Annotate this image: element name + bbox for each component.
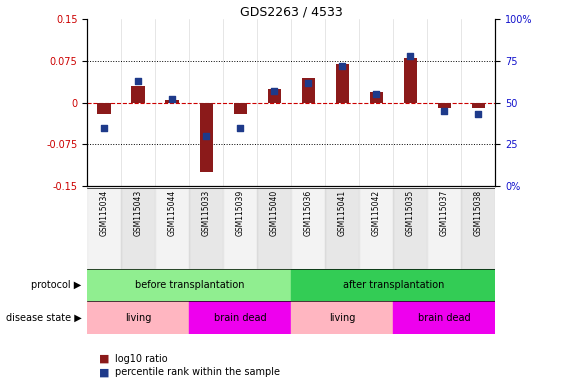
Bar <box>87 188 121 269</box>
Bar <box>427 188 462 269</box>
Bar <box>437 103 451 108</box>
Point <box>474 111 483 118</box>
Text: GSM115039: GSM115039 <box>236 190 245 236</box>
Bar <box>234 103 247 114</box>
Bar <box>292 269 495 301</box>
Text: GSM115035: GSM115035 <box>406 190 415 236</box>
Text: GSM115043: GSM115043 <box>134 190 143 236</box>
Bar <box>336 64 349 103</box>
Bar <box>404 58 417 103</box>
Bar <box>87 301 189 334</box>
Text: percentile rank within the sample: percentile rank within the sample <box>115 367 280 377</box>
Bar <box>224 188 257 269</box>
Text: GSM115041: GSM115041 <box>338 190 347 236</box>
Bar <box>302 78 315 103</box>
Bar <box>369 92 383 103</box>
Bar <box>359 188 394 269</box>
Point <box>270 88 279 94</box>
Text: GSM115042: GSM115042 <box>372 190 381 236</box>
Bar <box>132 86 145 103</box>
Bar <box>267 89 281 103</box>
Text: log10 ratio: log10 ratio <box>115 354 168 364</box>
Text: disease state ▶: disease state ▶ <box>6 313 82 323</box>
Bar <box>166 100 179 103</box>
Point <box>406 53 415 59</box>
Bar <box>472 103 485 108</box>
Point <box>338 63 347 69</box>
Bar <box>189 188 224 269</box>
Bar <box>394 188 427 269</box>
Point <box>168 96 177 103</box>
Point <box>304 79 313 86</box>
Bar <box>189 301 292 334</box>
Text: brain dead: brain dead <box>214 313 267 323</box>
Text: GSM115038: GSM115038 <box>474 190 483 236</box>
Point <box>440 108 449 114</box>
Bar <box>97 103 111 114</box>
Text: living: living <box>329 313 356 323</box>
Text: ■: ■ <box>99 354 109 364</box>
Text: GSM115044: GSM115044 <box>168 190 177 236</box>
Title: GDS2263 / 4533: GDS2263 / 4533 <box>240 5 343 18</box>
Bar <box>199 103 213 172</box>
Bar <box>325 188 359 269</box>
Text: after transplantation: after transplantation <box>343 280 444 290</box>
Bar <box>87 269 292 301</box>
Text: brain dead: brain dead <box>418 313 471 323</box>
Point <box>372 91 381 98</box>
Point <box>202 133 211 139</box>
Text: GSM115040: GSM115040 <box>270 190 279 236</box>
Bar <box>292 188 325 269</box>
Text: GSM115037: GSM115037 <box>440 190 449 236</box>
Bar <box>292 301 394 334</box>
Text: living: living <box>125 313 151 323</box>
Bar <box>155 188 189 269</box>
Point <box>236 125 245 131</box>
Bar <box>257 188 292 269</box>
Text: protocol ▶: protocol ▶ <box>32 280 82 290</box>
Text: ■: ■ <box>99 367 109 377</box>
Text: GSM115034: GSM115034 <box>100 190 109 236</box>
Bar <box>121 188 155 269</box>
Text: GSM115033: GSM115033 <box>202 190 211 236</box>
Bar <box>394 301 495 334</box>
Bar <box>462 188 495 269</box>
Text: GSM115036: GSM115036 <box>304 190 313 236</box>
Point <box>134 78 143 84</box>
Text: before transplantation: before transplantation <box>135 280 244 290</box>
Point <box>100 125 109 131</box>
